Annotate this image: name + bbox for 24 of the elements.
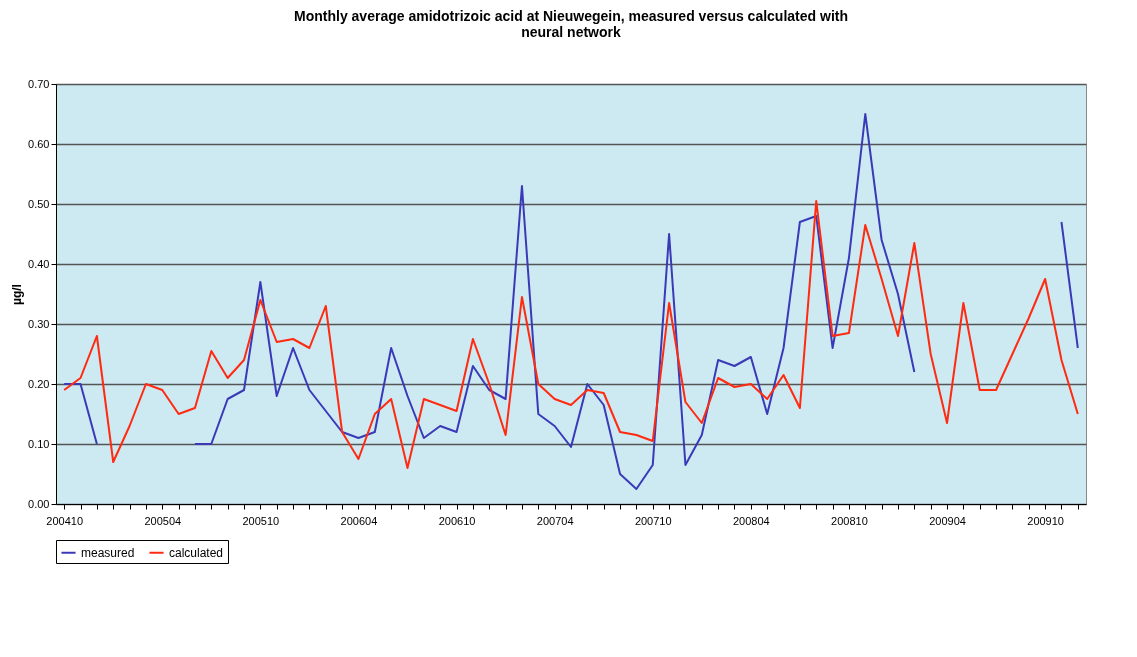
x-tick-label: 200610 xyxy=(438,514,476,527)
x-tick-label: 200810 xyxy=(831,514,868,527)
legend-label: measured xyxy=(81,545,135,560)
y-tick-label: 0.30 xyxy=(28,317,50,330)
x-tick-label: 200904 xyxy=(929,514,966,527)
y-tick-label: 0.40 xyxy=(28,257,50,270)
y-tick-label: 0.00 xyxy=(28,497,50,510)
x-tick-label: 200510 xyxy=(242,514,280,527)
y-tick-label: 0.70 xyxy=(28,77,50,90)
chart-title: Monthly average amidotrizoic acid at Nieuwegein, measured versus calculated with neural network xyxy=(294,8,848,40)
x-tick-label: 200504 xyxy=(144,514,182,527)
y-axis-title: µg/l xyxy=(10,284,25,305)
x-tick-label: 200710 xyxy=(634,514,672,527)
y-tick-label: 0.60 xyxy=(28,137,50,150)
x-tick-label: 200410 xyxy=(46,514,84,527)
x-tick-label: 200704 xyxy=(536,514,574,527)
y-tick-label: 0.10 xyxy=(28,437,50,450)
line-series xyxy=(63,200,1079,469)
x-tick-label: 200804 xyxy=(732,514,770,527)
x-tick-label: 200910 xyxy=(1027,514,1064,527)
x-tick-label: 200604 xyxy=(340,514,378,527)
y-tick-label: 0.20 xyxy=(28,377,50,390)
legend-label: calculated xyxy=(169,545,224,560)
y-tick-label: 0.50 xyxy=(28,197,50,210)
